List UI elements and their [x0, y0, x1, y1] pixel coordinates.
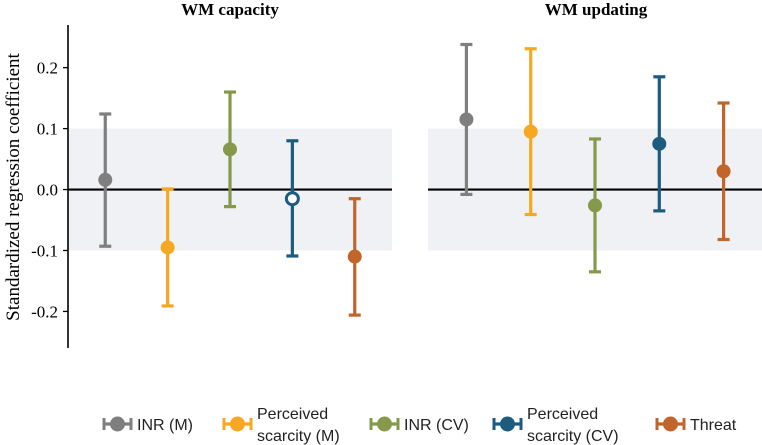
point-estimate: [652, 136, 667, 151]
legend-label: Perceived: [527, 406, 598, 423]
legend-key-point: [663, 416, 678, 432]
point-estimate: [160, 240, 175, 255]
panel-title-wm-updating: WM updating: [545, 0, 648, 19]
y-tick-label: 0.0: [37, 181, 58, 200]
legend-label: scarcity (M): [257, 428, 340, 445]
point-estimate: [223, 142, 237, 157]
point-estimate: [523, 124, 538, 139]
legend-item: INR (M): [102, 416, 193, 434]
legend-item: Perceived scarcity (CV): [492, 406, 619, 445]
point-estimate: [716, 164, 731, 179]
legend-label: Threat: [690, 417, 737, 434]
point-estimate: [588, 198, 602, 213]
y-tick-label: 0.2: [37, 59, 58, 78]
legend-label: scarcity (CV): [527, 428, 619, 445]
legend-key-point: [377, 416, 392, 432]
point-estimate: [284, 191, 300, 207]
point-estimate: [347, 249, 362, 264]
legend-key-point: [110, 416, 125, 432]
legend-label: INR (CV): [404, 417, 469, 434]
point-estimate: [459, 112, 474, 127]
y-axis-title: Standardized regression coefficient: [3, 52, 24, 320]
legend-item: Threat: [655, 416, 737, 434]
y-tick-label: -0.1: [31, 241, 58, 260]
legend-item: Perceived scarcity (M): [222, 406, 340, 445]
legend-key-point: [230, 416, 245, 432]
legend-item: INR (CV): [369, 416, 469, 434]
legend-label: INR (M): [137, 417, 193, 434]
point-estimate: [98, 172, 113, 187]
y-tick-label: 0.1: [37, 120, 58, 139]
legend-label: Perceived: [257, 406, 328, 423]
y-tick-label: -0.2: [31, 302, 58, 321]
legend-key-point: [500, 416, 515, 432]
panel-title-wm-capacity: WM capacity: [181, 0, 279, 19]
